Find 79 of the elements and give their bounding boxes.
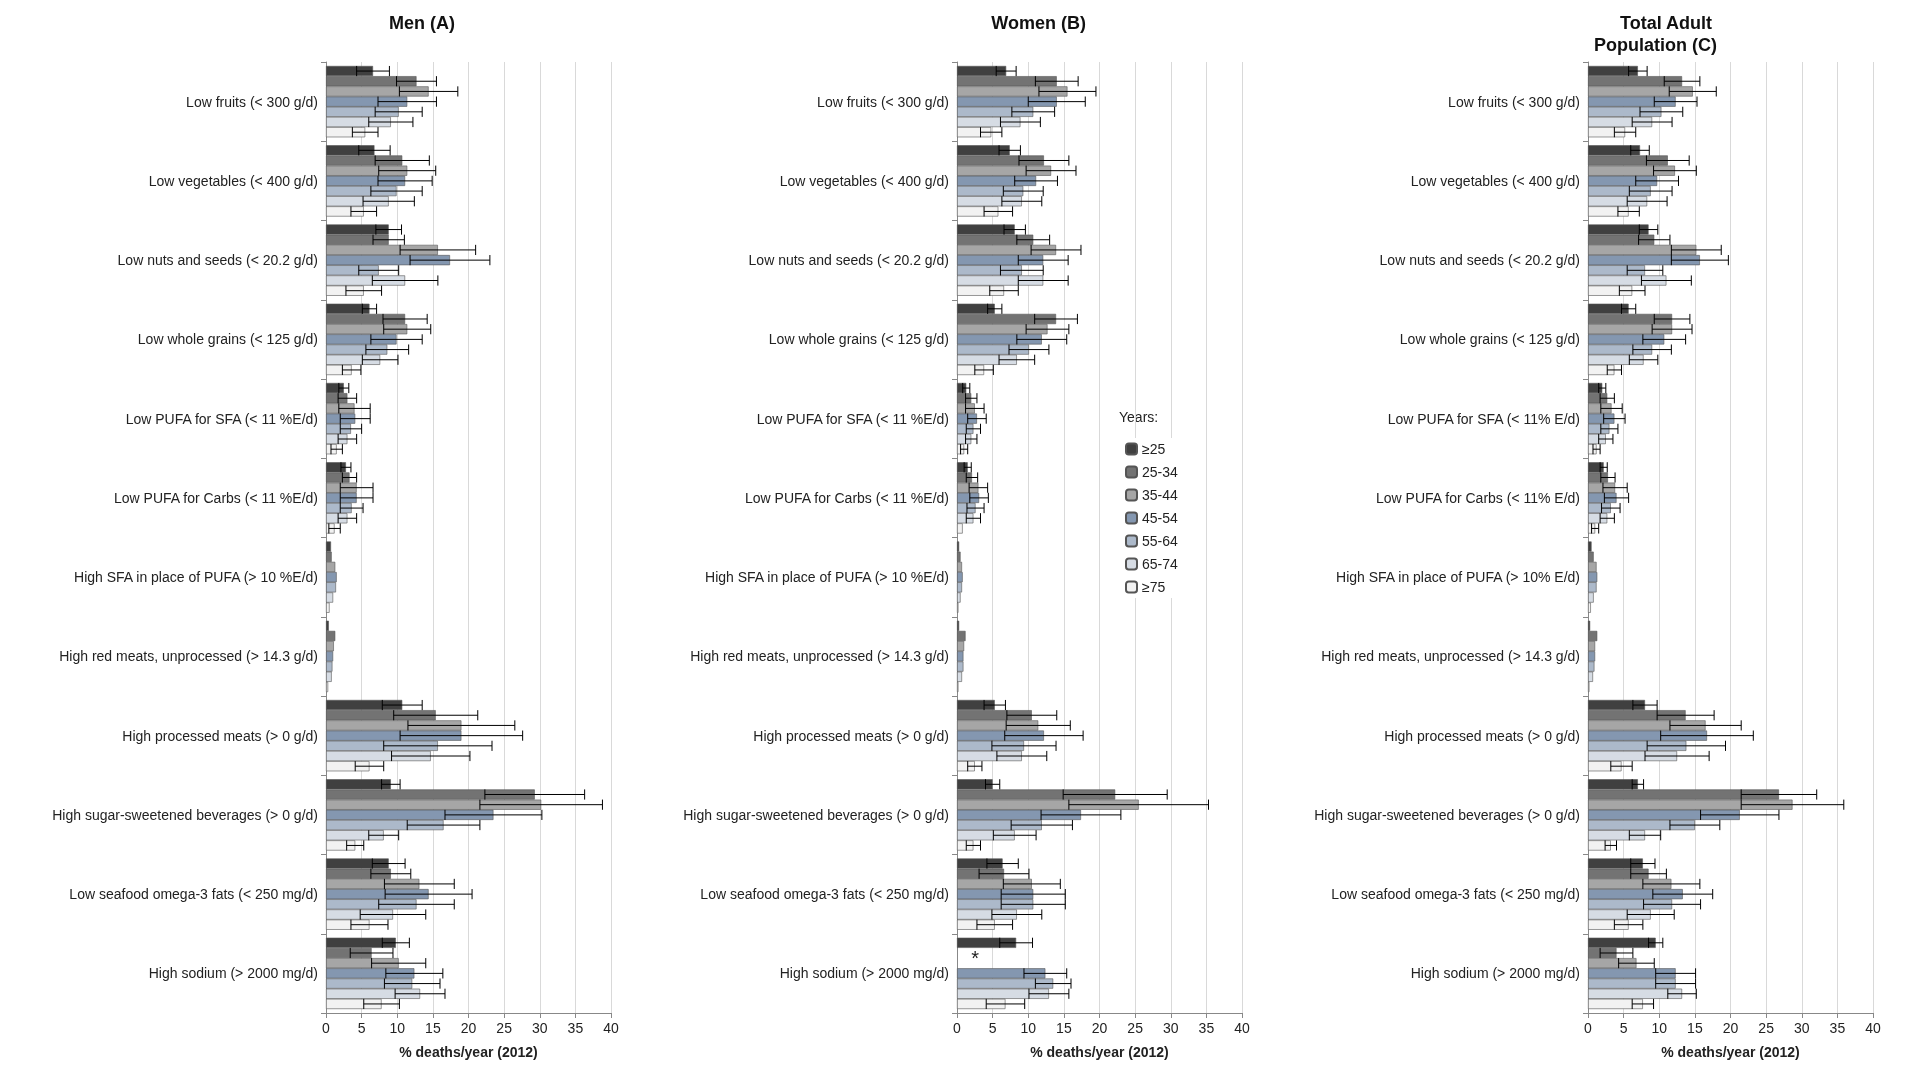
legend-label: ≥75 xyxy=(1142,579,1166,595)
y-tick-label: Low seafood omega-3 fats (< 250 mg/d) xyxy=(1331,886,1580,903)
y-tick-label: High processed meats (> 0 g/d) xyxy=(1384,727,1580,744)
bar xyxy=(957,937,1017,948)
x-tick-label: 25 xyxy=(1758,1020,1775,1036)
y-tick-label: Low vegetables (< 400 g/d) xyxy=(1410,172,1580,189)
x-tick-label: 10 xyxy=(389,1020,406,1036)
x-tick-label: 35 xyxy=(1198,1020,1215,1036)
legend-label: 55-64 xyxy=(1142,533,1179,549)
y-tick-label: High SFA in place of PUFA (> 10 %E/d) xyxy=(705,569,949,586)
legend-label: 25-34 xyxy=(1142,464,1179,480)
x-tick-label: 15 xyxy=(1687,1020,1703,1036)
x-tick-label: 15 xyxy=(1056,1020,1072,1036)
y-tick-label: Low PUFA for SFA (< 11 %E/d) xyxy=(756,410,949,427)
x-tick-label: 30 xyxy=(1793,1020,1810,1036)
y-tick-label: High processed meats (> 0 g/d) xyxy=(122,727,318,744)
x-tick-label: 5 xyxy=(357,1020,366,1036)
y-tick-label: High processed meats (> 0 g/d) xyxy=(753,727,949,744)
y-tick-label: Low fruits (< 300 g/d) xyxy=(1448,93,1580,110)
y-tick-label: High sodium (> 2000 mg/d) xyxy=(1410,965,1580,982)
x-tick-label: 35 xyxy=(1829,1020,1846,1036)
y-tick-label: Low fruits (< 300 g/d) xyxy=(186,93,318,110)
y-tick-label: Low seafood omega-3 fats (< 250 mg/d) xyxy=(69,886,318,903)
y-tick-label: Low nuts and seeds (< 20.2 g/d) xyxy=(117,252,318,269)
legend-label: 35-44 xyxy=(1142,487,1179,503)
x-tick-label: 20 xyxy=(460,1020,477,1036)
x-tick-label: 10 xyxy=(1020,1020,1037,1036)
x-tick-label: 10 xyxy=(1651,1020,1668,1036)
x-tick-label: 40 xyxy=(1865,1020,1881,1036)
y-tick-label: Low PUFA for Carbs (< 11 %E/d) xyxy=(745,489,949,506)
y-tick-label: High sodium (> 2000 mg/d) xyxy=(779,965,949,982)
legend-title: Years: xyxy=(1119,409,1159,425)
y-tick-label: Low seafood omega-3 fats (< 250 mg/d) xyxy=(700,886,949,903)
y-tick-label: Low PUFA for Carbs (< 11% E/d) xyxy=(1376,489,1580,506)
y-tick-label: Low vegetables (< 400 g/d) xyxy=(148,172,318,189)
y-tick-label: Low PUFA for Carbs (< 11 %E/d) xyxy=(114,489,318,506)
y-tick-label: High red meats, unprocessed (> 14.3 g/d) xyxy=(690,648,949,665)
x-tick-label: 30 xyxy=(531,1020,548,1036)
y-tick-label: High sugar-sweetened beverages (> 0 g/d) xyxy=(1314,806,1580,823)
x-tick-label: 0 xyxy=(953,1020,962,1036)
y-tick-label: Low PUFA for SFA (< 11 %E/d) xyxy=(125,410,318,427)
y-tick-label: Low vegetables (< 400 g/d) xyxy=(779,172,949,189)
y-tick-label: High SFA in place of PUFA (> 10% E/d) xyxy=(1336,569,1580,586)
x-axis-title: % deaths/year (2012) xyxy=(399,1044,538,1060)
x-tick-label: 40 xyxy=(603,1020,619,1036)
x-tick-label: 5 xyxy=(988,1020,997,1036)
y-tick-label: High red meats, unprocessed (> 14.3 g/d) xyxy=(59,648,318,665)
y-tick-label: Low whole grains (< 125 g/d) xyxy=(768,331,949,348)
x-axis-title: % deaths/year (2012) xyxy=(1661,1044,1800,1060)
x-tick-label: 20 xyxy=(1722,1020,1739,1036)
y-tick-label: High sodium (> 2000 mg/d) xyxy=(148,965,318,982)
x-tick-label: 30 xyxy=(1162,1020,1179,1036)
y-tick-label: High red meats, unprocessed (> 14.3 g/d) xyxy=(1321,648,1580,665)
y-tick-label: Low whole grains (< 125 g/d) xyxy=(137,331,318,348)
x-tick-label: 0 xyxy=(1584,1020,1593,1036)
legend-label: ≥25 xyxy=(1142,441,1166,457)
x-tick-label: 35 xyxy=(567,1020,584,1036)
x-tick-label: 15 xyxy=(425,1020,441,1036)
y-tick-label: High sugar-sweetened beverages (> 0 g/d) xyxy=(683,806,949,823)
chart-title: Men (A) xyxy=(389,13,455,33)
x-tick-label: 40 xyxy=(1234,1020,1250,1036)
x-tick-label: 25 xyxy=(496,1020,513,1036)
y-tick-label: Low PUFA for SFA (< 11% E/d) xyxy=(1387,410,1580,427)
y-tick-label: High sugar-sweetened beverages (> 0 g/d) xyxy=(52,806,318,823)
y-tick-label: Low nuts and seeds (< 20.2 g/d) xyxy=(748,252,949,269)
x-tick-label: 5 xyxy=(1619,1020,1628,1036)
y-tick-label: Low whole grains (< 125 g/d) xyxy=(1399,331,1580,348)
x-tick-label: 0 xyxy=(322,1020,331,1036)
chart-title: Total Adult Population (C) xyxy=(1594,13,1717,55)
y-tick-label: High SFA in place of PUFA (> 10 %E/d) xyxy=(74,569,318,586)
x-axis-title: % deaths/year (2012) xyxy=(1030,1044,1169,1060)
legend-label: 45-54 xyxy=(1142,510,1179,526)
legend-label: 65-74 xyxy=(1142,556,1179,572)
x-tick-label: 20 xyxy=(1091,1020,1108,1036)
annotation: * xyxy=(971,947,980,970)
x-tick-label: 25 xyxy=(1127,1020,1144,1036)
y-tick-label: Low fruits (< 300 g/d) xyxy=(817,93,949,110)
y-tick-label: Low nuts and seeds (< 20.2 g/d) xyxy=(1379,252,1580,269)
chart-title: Women (B) xyxy=(991,13,1086,33)
